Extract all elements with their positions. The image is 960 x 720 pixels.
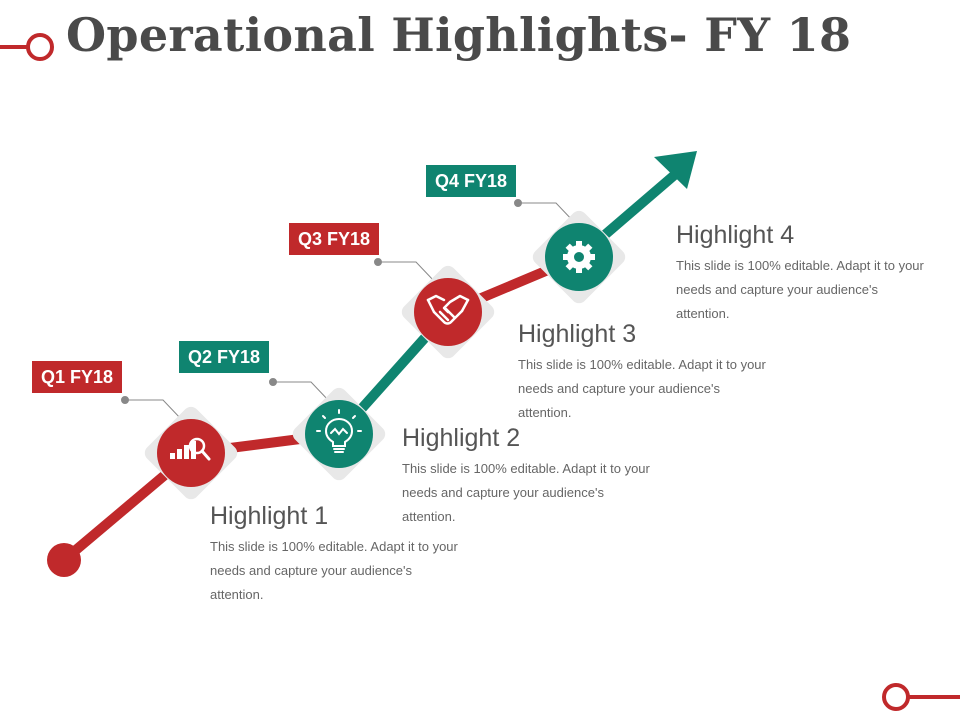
arrow-head-icon — [654, 151, 697, 189]
lightbulb-icon — [316, 409, 362, 453]
highlight-2-text: This slide is 100% editable. Adapt it to… — [402, 461, 650, 524]
label-connectors — [121, 199, 576, 421]
top-left-marker — [0, 33, 54, 61]
milestone-node-q2 — [292, 387, 386, 481]
slide-title: Operational Highlights- FY 18 — [66, 8, 852, 62]
milestone-label-q4: Q4 FY18 — [426, 165, 517, 197]
milestone-label-q1: Q1 FY18 — [32, 361, 123, 393]
growth-chart-magnifier-icon — [170, 437, 211, 461]
highlight-4: Highlight 4 This slide is 100% editable.… — [676, 221, 926, 326]
highlight-3-text: This slide is 100% editable. Adapt it to… — [518, 357, 766, 420]
gear-icon — [563, 241, 595, 273]
highlight-1-text: This slide is 100% editable. Adapt it to… — [210, 539, 458, 602]
highlight-1: Highlight 1 This slide is 100% editable.… — [210, 502, 460, 607]
milestone-node-q1 — [144, 406, 238, 500]
highlight-1-title: Highlight 1 — [210, 502, 329, 530]
milestone-label-q3: Q3 FY18 — [289, 223, 380, 255]
highlight-2-title: Highlight 2 — [402, 424, 521, 452]
milestone-label-q2: Q2 FY18 — [179, 341, 270, 373]
highlight-3: Highlight 3 This slide is 100% editable.… — [518, 320, 768, 425]
handshake-icon — [426, 294, 470, 325]
milestone-node-q3 — [401, 265, 495, 359]
highlight-2: Highlight 2 This slide is 100% editable.… — [402, 424, 652, 529]
highlight-4-title: Highlight 4 — [676, 221, 795, 249]
bottom-right-marker — [882, 683, 960, 711]
highlight-3-title: Highlight 3 — [518, 320, 637, 348]
highlight-4-text: This slide is 100% editable. Adapt it to… — [676, 258, 924, 321]
timeline-start-dot — [47, 543, 81, 577]
milestone-node-q4 — [532, 210, 626, 304]
